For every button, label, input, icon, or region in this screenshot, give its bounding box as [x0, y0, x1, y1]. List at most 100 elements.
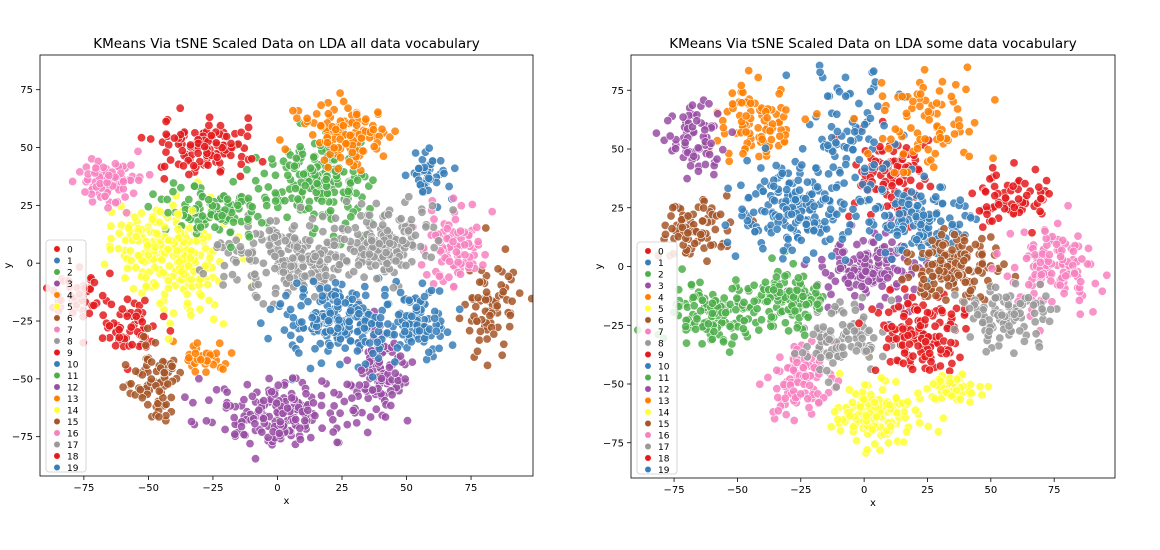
scatter-point-cluster-12: [239, 395, 249, 405]
scatter-point-cluster-7: [780, 393, 790, 403]
scatter-point-cluster-16: [1084, 243, 1094, 253]
scatter-point-cluster-19: [442, 327, 452, 337]
scatter-point-cluster-6: [482, 360, 492, 370]
legend-marker-0: [53, 245, 61, 253]
scatter-point-cluster-18: [169, 133, 179, 143]
scatter-point-cluster-16: [1041, 233, 1051, 243]
scatter-point-cluster-4: [741, 127, 751, 137]
scatter-point-cluster-10: [912, 201, 922, 211]
scatter-point-cluster-19: [742, 156, 752, 166]
scatter-point-cluster-11: [749, 280, 759, 290]
x-tick-label: 0: [861, 485, 867, 496]
scatter-point-cluster-9: [98, 310, 108, 320]
scatter-point-cluster-19: [837, 234, 847, 244]
scatter-point-cluster-6: [527, 294, 533, 304]
scatter-point-cluster-10: [333, 323, 343, 333]
scatter-point-cluster-4: [724, 156, 734, 166]
scatter-point-cluster-11: [217, 211, 227, 221]
scatter-point-cluster-12: [332, 437, 342, 447]
scatter-point-cluster-3: [850, 291, 860, 301]
scatter-point-cluster-15: [143, 323, 153, 333]
scatter-point-cluster-9: [126, 322, 136, 332]
scatter-point-cluster-5: [186, 274, 196, 284]
scatter-point-cluster-18: [186, 140, 196, 150]
scatter-point-cluster-12: [229, 413, 239, 423]
scatter-point-cluster-19: [809, 226, 819, 236]
scatter-point-cluster-19: [777, 168, 787, 178]
scatter-point-cluster-13: [878, 134, 888, 144]
scatter-point-cluster-13: [308, 130, 318, 140]
scatter-point-cluster-10: [340, 343, 350, 353]
scatter-point-cluster-6: [497, 350, 507, 360]
scatter-point-cluster-16: [145, 170, 155, 180]
scatter-point-cluster-12: [339, 396, 349, 406]
scatter-point-cluster-8: [331, 252, 341, 262]
scatter-point-cluster-18: [175, 103, 185, 113]
legend-label-1: 1: [67, 257, 73, 267]
scatter-point-cluster-5: [875, 445, 885, 455]
scatter-point-cluster-2: [721, 308, 731, 318]
scatter-point-cluster-16: [1075, 309, 1085, 319]
scatter-point-cluster-12: [709, 170, 719, 180]
y-tick-label: 75: [611, 86, 624, 97]
scatter-point-cluster-19: [783, 234, 793, 244]
scatter-point-cluster-9: [98, 333, 108, 343]
scatter-point-cluster-2: [251, 176, 261, 186]
scatter-point-cluster-1: [828, 146, 838, 156]
chart-title: KMeans Via tSNE Scaled Data on LDA some …: [669, 36, 1076, 52]
legend-label-3: 3: [67, 280, 73, 290]
scatter-point-cluster-19: [811, 163, 821, 173]
scatter-point-cluster-10: [937, 199, 947, 209]
scatter-point-cluster-8: [323, 254, 333, 264]
scatter-point-cluster-12: [257, 427, 267, 437]
scatter-point-cluster-16: [126, 160, 136, 170]
scatter-point-cluster-4: [738, 149, 748, 159]
scatter-point-cluster-18: [243, 131, 253, 141]
scatter-point-cluster-6: [472, 346, 482, 356]
scatter-point-cluster-3: [363, 427, 373, 437]
scatter-point-cluster-16: [1056, 252, 1066, 262]
legend-marker-3: [53, 280, 61, 287]
scatter-point-cluster-6: [697, 216, 707, 226]
scatter-point-cluster-5: [859, 394, 869, 404]
scatter-point-cluster-4: [744, 66, 754, 76]
scatter-point-cluster-8: [231, 257, 241, 267]
scatter-point-cluster-19: [832, 209, 842, 219]
scatter-point-cluster-19: [769, 196, 779, 206]
scatter-point-cluster-2: [725, 321, 735, 331]
scatter-point-cluster-5: [923, 421, 933, 431]
scatter-point-cluster-15: [163, 379, 173, 389]
scatter-point-cluster-19: [760, 207, 770, 217]
y-tick-label: −50: [12, 374, 33, 385]
scatter-point-cluster-1: [832, 109, 842, 119]
legend-label-6: 6: [67, 314, 73, 324]
scatter-point-cluster-13: [345, 130, 355, 140]
scatter-point-cluster-16: [1063, 201, 1073, 211]
scatter-point-cluster-14: [172, 246, 182, 256]
scatter-point-cluster-8: [278, 267, 288, 277]
scatter-point-cluster-8: [844, 334, 854, 344]
scatter-point-cluster-12: [251, 454, 261, 464]
scatter-point-cluster-7: [801, 371, 811, 381]
scatter-point-cluster-9: [887, 322, 897, 332]
scatter-point-cluster-1: [450, 163, 460, 173]
scatter-point-cluster-2: [725, 347, 735, 357]
legend-marker-17: [644, 443, 652, 450]
scatter-point-cluster-13: [920, 65, 930, 75]
scatter-point-cluster-5: [862, 445, 872, 455]
scatter-point-cluster-8: [231, 235, 241, 245]
scatter-point-cluster-15: [927, 259, 937, 269]
scatter-point-cluster-9: [924, 365, 934, 375]
scatter-point-cluster-15: [159, 368, 169, 378]
scatter-point-cluster-2: [707, 334, 717, 344]
scatter-point-cluster-11: [739, 316, 749, 326]
scatter-point-cluster-18: [215, 167, 225, 177]
scatter-point-cluster-3: [354, 380, 364, 390]
scatter-point-cluster-17: [401, 260, 411, 270]
scatter-point-cluster-19: [431, 326, 441, 336]
scatter-point-cluster-5: [867, 424, 877, 434]
scatter-point-cluster-16: [75, 167, 85, 177]
scatter-point-cluster-10: [916, 191, 926, 201]
scatter-point-cluster-12: [693, 166, 703, 176]
scatter-point-cluster-13: [352, 120, 362, 130]
